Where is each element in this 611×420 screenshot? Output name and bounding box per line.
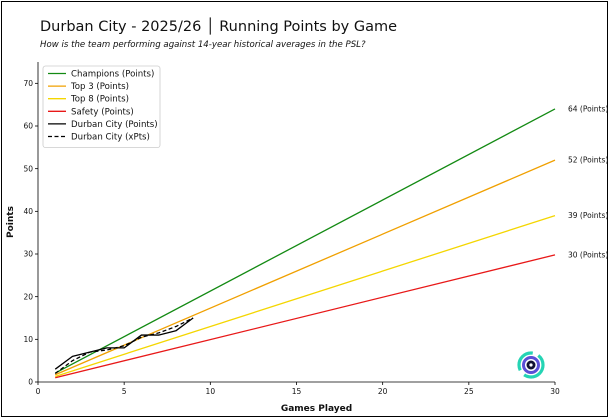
series-lines <box>54 108 556 379</box>
end-label-2: 39 (Points) <box>568 211 608 220</box>
x-tick-label: 20 <box>378 387 388 396</box>
series-line-2 <box>55 214 556 378</box>
y-axis-title: Points <box>6 206 16 238</box>
badge-inner-ring <box>522 356 540 374</box>
y-tick-label: 20 <box>23 292 33 301</box>
y-tick-label: 30 <box>23 250 33 259</box>
x-tick-label: 10 <box>206 387 216 396</box>
x-tick-label: 25 <box>464 387 474 396</box>
legend: Champions (Points) Top 3 (Points) Top 8 (P… <box>42 65 161 148</box>
badge-ball-center <box>529 363 533 367</box>
legend-box <box>42 65 161 148</box>
legend-entry-1: Top 3 (Points) <box>70 82 129 92</box>
legend-entry-4: Durban City (Points) <box>71 120 158 130</box>
x-tick-label: 15 <box>292 387 302 396</box>
end-label-1: 52 (Points) <box>568 156 608 165</box>
club-badge-icon <box>517 351 545 379</box>
series-line-4 <box>54 317 194 370</box>
y-tick-label: 70 <box>23 79 33 88</box>
end-label-0: 64 (Points) <box>568 105 608 114</box>
chart-title: Durban City - 2025/26 │ Running Points b… <box>40 19 398 35</box>
y-tick-label: 50 <box>23 164 33 173</box>
legend-entry-5: Durban City (xPts) <box>71 133 150 143</box>
x-tick-label: 30 <box>550 387 560 396</box>
legend-entry-2: Top 8 (Points) <box>70 95 129 105</box>
end-label-3: 30 (Points) <box>568 250 608 259</box>
x-tick-label: 0 <box>36 387 41 396</box>
y-tick-label: 60 <box>23 122 33 131</box>
y-tick-label: 0 <box>28 378 33 387</box>
chart-subtitle: How is the team performing against 14-ye… <box>40 40 366 50</box>
end-labels: 64 (Points) 52 (Points) 39 (Points) 30 (Poi… <box>568 105 608 260</box>
x-axis-title: Games Played <box>281 404 352 414</box>
legend-entry-0: Champions (Points) <box>71 70 154 80</box>
x-tick-label: 5 <box>122 387 127 396</box>
series-line-1 <box>54 159 556 376</box>
y-tick-label: 40 <box>23 207 33 216</box>
badge-outer-ring <box>517 351 545 379</box>
y-tick-label: 10 <box>23 335 33 344</box>
series-line-3 <box>55 254 556 379</box>
axes: 0 5 10 15 20 25 30 0 10 20 30 40 50 60 70 Games Played P… <box>6 62 560 414</box>
series-line-5 <box>54 317 194 374</box>
series-line-0 <box>54 108 556 374</box>
legend-entry-3: Safety (Points) <box>71 107 134 117</box>
